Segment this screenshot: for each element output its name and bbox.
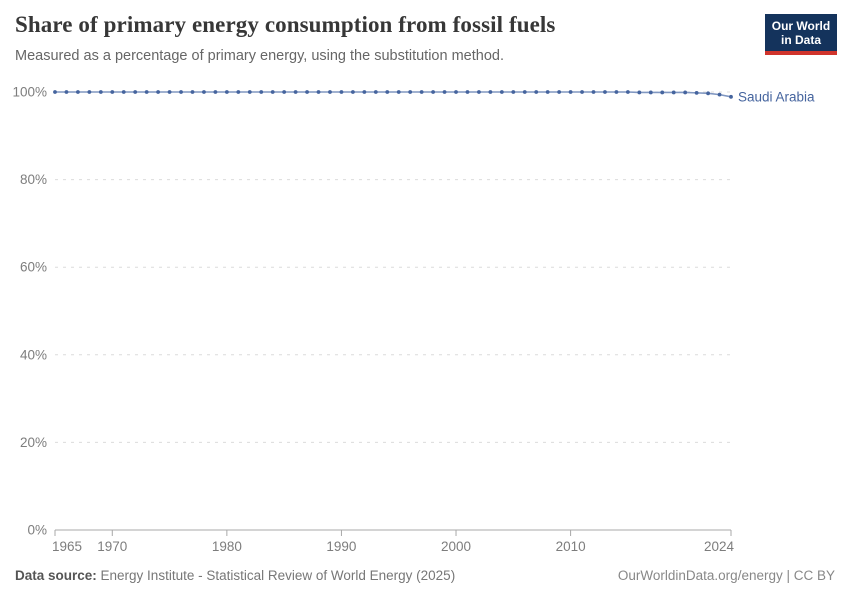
credit-link[interactable]: OurWorldinData.org/energy | CC BY <box>617 568 835 583</box>
data-point <box>431 90 436 94</box>
data-point <box>454 90 458 94</box>
data-point <box>316 90 321 94</box>
x-tick-label: 1990 <box>326 539 356 554</box>
y-tick-label: 40% <box>20 347 47 362</box>
data-point <box>660 90 665 95</box>
data-point <box>603 90 607 94</box>
data-point <box>465 90 470 94</box>
data-point <box>76 90 80 94</box>
y-tick-label: 60% <box>20 260 47 275</box>
data-point <box>98 90 103 94</box>
data-point <box>694 90 699 95</box>
chart-subtitle: Measured as a percentage of primary ener… <box>15 48 504 64</box>
data-point <box>717 92 722 97</box>
data-source-label: Data source: <box>15 568 97 583</box>
data-point <box>236 90 241 94</box>
data-point <box>637 90 642 95</box>
x-tick-label: 1965 <box>52 539 82 554</box>
data-point <box>270 90 275 94</box>
y-tick-label: 80% <box>20 172 47 187</box>
data-point <box>64 90 69 94</box>
x-tick-label: 2010 <box>556 539 586 554</box>
data-point <box>671 90 676 95</box>
data-point <box>625 90 630 94</box>
series-end-label[interactable]: Saudi Arabia <box>738 89 815 104</box>
data-point <box>293 90 298 94</box>
series-line-saudi-arabia <box>55 91 732 98</box>
data-point <box>133 90 138 94</box>
data-point <box>167 90 172 94</box>
data-point <box>522 90 527 94</box>
owid-logo-line1: Our World <box>771 19 831 33</box>
owid-logo[interactable]: Our World in Data <box>765 14 837 55</box>
data-point <box>683 90 688 95</box>
x-tick-label: 1980 <box>212 539 242 554</box>
data-source: Data source: Energy Institute - Statisti… <box>15 568 455 583</box>
data-point <box>156 90 161 94</box>
data-point <box>190 90 195 94</box>
data-point <box>144 90 149 94</box>
data-point <box>202 90 206 94</box>
data-point <box>706 91 710 96</box>
data-point <box>511 90 516 94</box>
x-tick-label: 1970 <box>97 539 127 554</box>
data-point <box>373 90 378 94</box>
data-point <box>121 90 126 94</box>
data-point <box>259 90 264 94</box>
data-point <box>488 90 493 94</box>
data-point <box>580 90 584 94</box>
owid-logo-line2: in Data <box>780 33 821 47</box>
data-point <box>328 90 332 94</box>
data-point <box>545 90 550 94</box>
data-point <box>350 90 355 94</box>
data-point <box>499 90 504 94</box>
data-point <box>557 90 562 94</box>
data-point <box>385 90 390 94</box>
data-point <box>442 90 447 94</box>
x-tick-label: 2024 <box>704 539 735 554</box>
data-point <box>179 90 183 94</box>
data-point <box>110 90 115 94</box>
data-point <box>339 90 344 94</box>
data-point <box>534 90 539 94</box>
data-point <box>477 90 481 94</box>
data-point <box>53 90 57 94</box>
data-point <box>247 90 252 94</box>
data-point <box>419 90 424 94</box>
data-point <box>362 90 367 94</box>
data-point <box>648 90 653 95</box>
data-point <box>396 90 401 94</box>
data-point <box>305 90 309 94</box>
data-point <box>591 90 596 94</box>
data-source-value: Energy Institute - Statistical Review of… <box>96 568 456 583</box>
data-point <box>729 94 733 99</box>
data-point <box>213 90 218 94</box>
y-tick-label: 100% <box>12 85 47 100</box>
data-point <box>87 90 92 94</box>
x-tick-label: 2000 <box>441 539 471 554</box>
data-point <box>614 90 619 94</box>
data-point <box>282 90 287 94</box>
y-tick-label: 20% <box>20 435 47 450</box>
data-point <box>224 90 229 94</box>
data-point <box>568 90 573 94</box>
data-point <box>408 90 413 94</box>
page-title: Share of primary energy consumption from… <box>15 12 556 37</box>
y-tick-label: 0% <box>27 523 47 538</box>
